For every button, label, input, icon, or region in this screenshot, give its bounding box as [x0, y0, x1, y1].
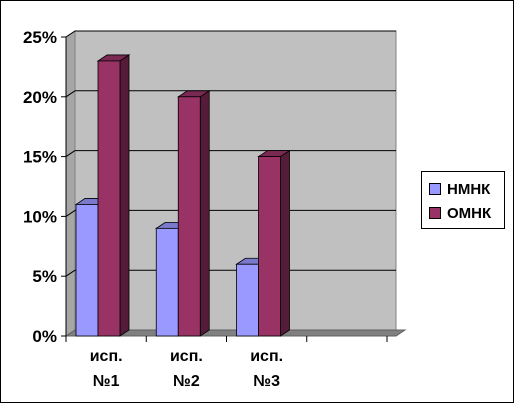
y-tick-label: 25%: [23, 28, 57, 47]
legend-swatch-omnk: [429, 207, 441, 219]
legend-label-nmnk: НМНК: [447, 180, 491, 198]
bar-front: [97, 60, 121, 337]
axis-labels: 0% 5% 10% 15% 20% 25% исп. №1 исп. №2 исп. №3: [23, 28, 283, 390]
x-tick-label: исп.: [90, 348, 123, 365]
floor: [64, 329, 407, 337]
x-tick-label: №2: [173, 373, 200, 390]
y-tick-label: 20%: [23, 88, 57, 107]
gridline-side: [65, 30, 76, 38]
gridline-side: [65, 150, 76, 158]
bar-front: [75, 204, 99, 337]
legend-swatch-nmnk: [429, 183, 441, 195]
bar-front: [177, 96, 201, 337]
bar-omnk-2: [176, 90, 211, 337]
legend-item-omnk: ОМНК: [429, 204, 491, 222]
bar-side: [199, 90, 210, 337]
legend-label-omnk: ОМНК: [447, 204, 492, 222]
y-tick-label: 0%: [32, 327, 57, 346]
gridline-side: [65, 209, 76, 217]
x-tick-label: исп.: [250, 348, 283, 365]
bar-omnk-1: [96, 54, 131, 337]
x-tick-label: №1: [93, 373, 120, 390]
side-wall: [65, 30, 76, 337]
bar-front: [236, 263, 259, 337]
gridline-side: [65, 90, 76, 98]
bar-front: [155, 227, 179, 337]
bar-omnk-3: [257, 149, 291, 337]
bar-side: [119, 54, 130, 337]
legend: НМНК ОМНК: [421, 171, 505, 229]
bar-side: [280, 149, 290, 337]
x-tick-label: №3: [253, 373, 280, 390]
x-tick-label: исп.: [170, 348, 203, 365]
bar-front: [258, 156, 281, 337]
y-tick-label: 10%: [23, 207, 57, 226]
bars: [74, 54, 291, 337]
gridline-side: [65, 269, 76, 277]
y-tick-label: 15%: [23, 148, 57, 167]
legend-item-nmnk: НМНК: [429, 180, 490, 198]
y-tick-label: 5%: [32, 267, 57, 286]
